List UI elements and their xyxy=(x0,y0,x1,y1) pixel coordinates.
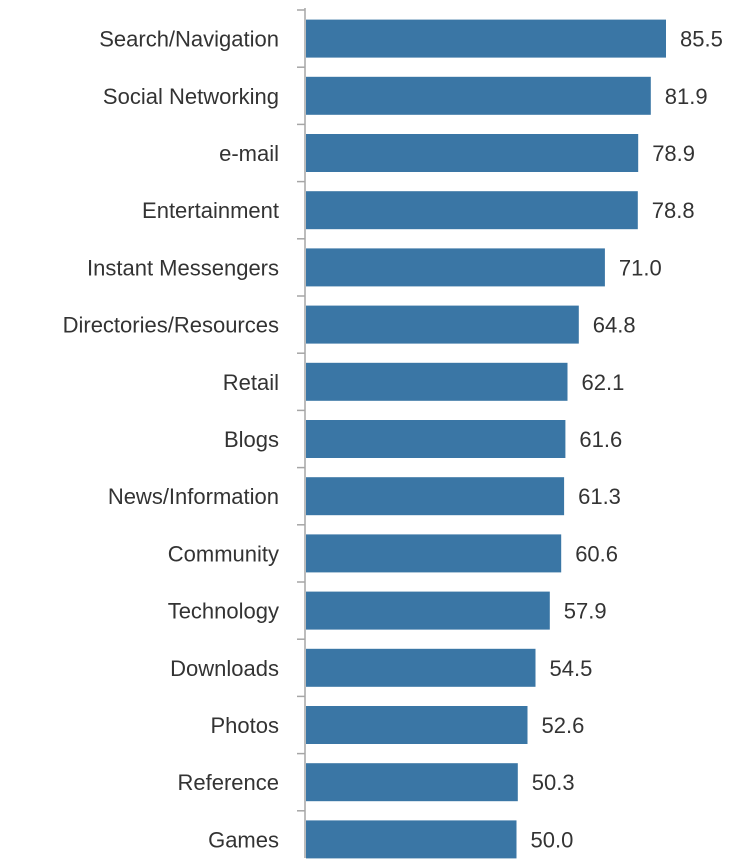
value-label: 61.6 xyxy=(579,427,622,452)
value-label: 64.8 xyxy=(593,313,636,338)
bar-11 xyxy=(306,648,536,687)
value-label: 78.8 xyxy=(652,198,695,223)
category-label: Search/Navigation xyxy=(99,27,279,52)
axis-layer xyxy=(297,8,306,858)
bar-4 xyxy=(306,248,605,287)
category-label: Social Networking xyxy=(103,84,279,109)
bar-0 xyxy=(306,19,666,58)
bar-7 xyxy=(306,420,566,458)
value-label: 60.6 xyxy=(575,541,618,566)
value-label: 62.1 xyxy=(582,370,625,395)
category-label: News/Information xyxy=(108,484,279,509)
bar-3 xyxy=(306,191,638,230)
bar-12 xyxy=(306,706,528,744)
bar-1 xyxy=(306,76,651,115)
value-label: 61.3 xyxy=(578,484,621,509)
bar-13 xyxy=(306,763,518,802)
category-labels-layer: Search/Navigation Social Networking e-mail… xyxy=(63,27,279,853)
bar-2 xyxy=(306,134,639,172)
value-labels-layer: 85.5 81.9 78.9 78.8 71.0 64.8 62.1 61.6 61.3 60.6… xyxy=(531,27,723,853)
bar-6 xyxy=(306,362,568,401)
category-label: Games xyxy=(208,827,279,852)
category-label: Community xyxy=(168,541,279,566)
category-label: Reference xyxy=(177,770,279,795)
bar-14 xyxy=(306,820,517,859)
bar-5 xyxy=(306,305,579,344)
category-label: Technology xyxy=(168,599,279,624)
value-label: 52.6 xyxy=(542,713,585,738)
bars-layer xyxy=(306,19,666,859)
category-label: Blogs xyxy=(224,427,279,452)
category-label: Downloads xyxy=(170,656,279,681)
bar-8 xyxy=(306,477,565,516)
value-label: 81.9 xyxy=(665,84,708,109)
value-label: 54.5 xyxy=(550,656,593,681)
value-label: 78.9 xyxy=(652,141,695,166)
category-label: Directories/Resources xyxy=(63,313,279,338)
category-label: e-mail xyxy=(219,141,279,166)
category-label: Photos xyxy=(211,713,280,738)
value-label: 50.3 xyxy=(532,770,575,795)
value-label: 85.5 xyxy=(680,27,723,52)
bar-10 xyxy=(306,591,550,630)
bar-9 xyxy=(306,534,562,573)
category-label: Instant Messengers xyxy=(87,255,279,280)
value-label: 50.0 xyxy=(531,827,574,852)
category-label: Retail xyxy=(223,370,279,395)
category-label: Entertainment xyxy=(142,198,279,223)
value-label: 71.0 xyxy=(619,255,662,280)
value-label: 57.9 xyxy=(564,599,607,624)
